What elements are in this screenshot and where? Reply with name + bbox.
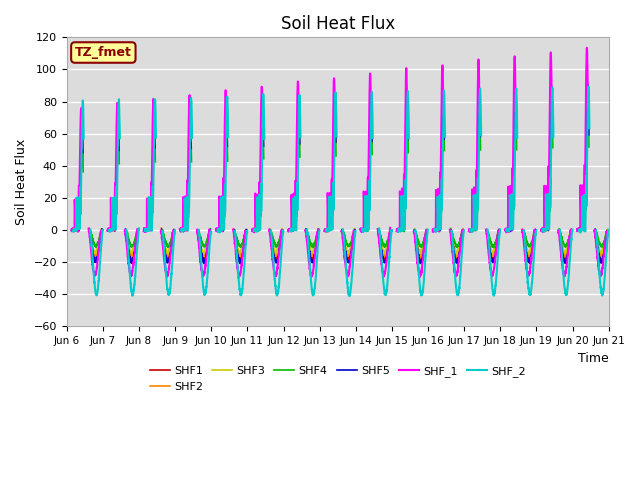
SHF4	[459, 228, 467, 234]
Y-axis label: Soil Heat Flux: Soil Heat Flux	[15, 139, 28, 225]
Title: Soil Heat Flux: Soil Heat Flux	[280, 15, 395, 33]
Line: SHF1: SHF1	[72, 86, 607, 260]
SHF5	[459, 228, 467, 233]
SHF_1	[429, 228, 437, 234]
Line: SHF_2: SHF_2	[73, 86, 609, 296]
Legend: SHF1, SHF2, SHF3, SHF4, SHF5, SHF_1, SHF_2: SHF1, SHF2, SHF3, SHF4, SHF5, SHF_1, SHF…	[145, 361, 530, 396]
SHF5	[490, 258, 497, 264]
SHF_1	[160, 256, 168, 262]
Line: SHF3: SHF3	[72, 96, 607, 254]
SHF_2	[604, 233, 612, 239]
SHF4	[490, 245, 497, 251]
SHF4	[160, 233, 168, 239]
SHF1	[490, 255, 497, 261]
SHF_1	[490, 268, 497, 274]
SHF1	[160, 242, 168, 248]
SHF_2	[459, 236, 467, 241]
SHF4	[604, 227, 612, 233]
Text: TZ_fmet: TZ_fmet	[75, 46, 132, 59]
SHF_2	[160, 245, 168, 251]
X-axis label: Time: Time	[578, 352, 609, 365]
Line: SHF5: SHF5	[72, 84, 607, 264]
SHF2	[160, 240, 168, 246]
SHF_2	[490, 292, 497, 298]
SHF1	[459, 227, 467, 232]
Line: SHF4: SHF4	[72, 103, 608, 248]
Line: SHF_1: SHF_1	[72, 48, 607, 277]
SHF2	[490, 252, 497, 257]
SHF3	[429, 228, 437, 234]
SHF5	[160, 242, 168, 248]
SHF3	[490, 248, 497, 253]
SHF3	[160, 239, 168, 245]
Line: SHF2: SHF2	[72, 92, 607, 258]
